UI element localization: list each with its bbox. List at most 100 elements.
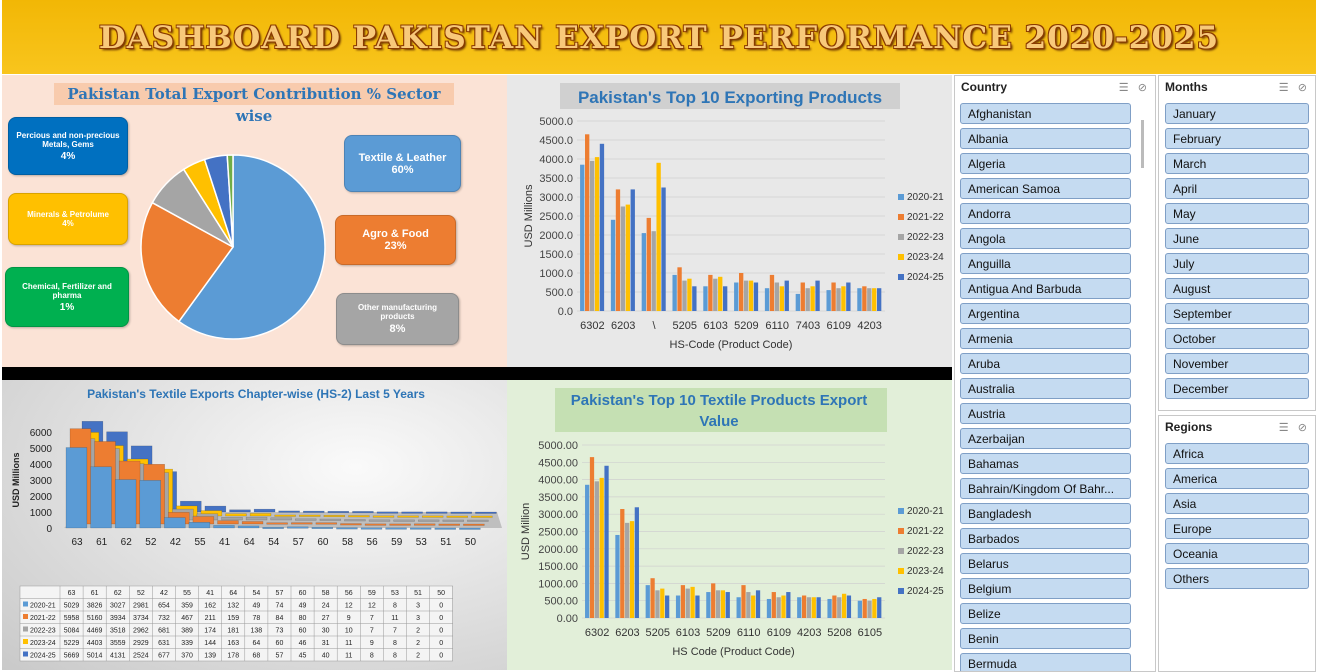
x-axis-title: HS-Code (Product Code) xyxy=(670,339,793,351)
slicer-item[interactable]: Bahamas xyxy=(960,453,1131,474)
bar-2021-22 xyxy=(831,282,836,311)
slicer-item[interactable]: Afghanistan xyxy=(960,103,1131,124)
y-tick-label: 2000.0 xyxy=(539,230,573,242)
slicer-item[interactable]: July xyxy=(1165,253,1309,274)
agro-box: Agro & Food 23% xyxy=(335,215,456,265)
bar-2021-22 xyxy=(585,134,590,311)
x-tick-label: 4203 xyxy=(857,320,881,332)
slicer-item[interactable]: Belgium xyxy=(960,578,1131,599)
table-row-label: 2024-25 xyxy=(30,653,56,660)
clear-filter-icon[interactable]: ⊘ xyxy=(1297,422,1307,434)
slicer-item[interactable]: Austria xyxy=(960,403,1131,424)
slicer-item[interactable]: September xyxy=(1165,303,1309,324)
months-slicer-icons: ☰ ⊘ xyxy=(1279,81,1307,94)
slicer-item[interactable]: Belize xyxy=(960,603,1131,624)
agro-value: 23% xyxy=(384,240,407,252)
bar-2020-21 xyxy=(336,527,358,530)
slicer-item[interactable]: December xyxy=(1165,378,1309,399)
table-header: 57 xyxy=(276,590,284,597)
slicer-item[interactable]: Belarus xyxy=(960,553,1131,574)
table-cell: 5229 xyxy=(64,640,80,647)
slicer-item[interactable]: Antigua And Barbuda xyxy=(960,278,1131,299)
table-cell: 132 xyxy=(227,603,239,610)
legend-label: 2022-23 xyxy=(907,232,944,243)
bar-2022-23 xyxy=(805,288,810,311)
slicer-item[interactable]: February xyxy=(1165,128,1309,149)
table-cell: 8 xyxy=(393,640,397,647)
table-cell: 45 xyxy=(299,653,307,660)
bar-2020-21 xyxy=(706,592,711,618)
slicer-item[interactable]: Oceania xyxy=(1165,543,1309,564)
slicer-item[interactable]: Argentina xyxy=(960,303,1131,324)
bar-2022-23 xyxy=(594,481,599,618)
bar-2024-25 xyxy=(753,282,759,311)
slicer-item[interactable]: Benin xyxy=(960,628,1131,649)
y-axis-title: USD Millions xyxy=(523,184,535,247)
legend-label: 2024-25 xyxy=(907,586,944,597)
bar-2022-23 xyxy=(589,160,595,311)
slicer-item[interactable]: Albania xyxy=(960,128,1131,149)
slicer-item[interactable]: Barbados xyxy=(960,528,1131,549)
agro-label: Agro & Food xyxy=(362,228,429,240)
bar-2020-21 xyxy=(675,595,681,618)
table-cell: 0 xyxy=(439,603,443,610)
slicer-item[interactable]: Anguilla xyxy=(960,253,1131,274)
y-tick-label: 4000.00 xyxy=(538,475,578,487)
bar-2021-22 xyxy=(620,509,625,618)
slicer-item[interactable]: Asia xyxy=(1165,493,1309,514)
slicer-item[interactable]: Andorra xyxy=(960,203,1131,224)
country-scrollbar[interactable] xyxy=(1141,120,1144,168)
bar-2021-22 xyxy=(589,457,595,618)
bar-2024-25 xyxy=(784,280,789,311)
metals-box: Percious and non-precious Metals, Gems 4… xyxy=(8,117,128,175)
slicer-item[interactable]: January xyxy=(1165,103,1309,124)
table-cell: 7 xyxy=(370,628,374,635)
x-tick-label: 64 xyxy=(244,537,256,548)
bar-2020-21 xyxy=(409,527,432,530)
bar-2020-21 xyxy=(580,164,585,311)
slicer-item[interactable]: Others xyxy=(1165,568,1309,589)
slicer-item[interactable]: June xyxy=(1165,228,1309,249)
multi-select-icon[interactable]: ☰ xyxy=(1118,82,1129,94)
bar-2022-23 xyxy=(442,519,464,522)
bar-2022-23 xyxy=(319,518,342,521)
bar-2024-25 xyxy=(303,510,325,513)
table-cell: 138 xyxy=(251,628,263,635)
slicer-item[interactable]: American Samoa xyxy=(960,178,1131,199)
slicer-item[interactable]: Aruba xyxy=(960,353,1131,374)
slicer-item[interactable]: Algeria xyxy=(960,153,1131,174)
table-cell: 2929 xyxy=(133,640,149,647)
legend-label: 2024-25 xyxy=(907,272,944,283)
y-tick-label: 4000 xyxy=(30,460,53,471)
bar-2020-21 xyxy=(360,527,383,530)
x-tick-label: 60 xyxy=(317,537,329,548)
clear-filter-icon[interactable]: ⊘ xyxy=(1137,82,1147,94)
slicer-item[interactable]: Bahrain/Kingdom Of Bahr... xyxy=(960,478,1131,499)
slicer-item[interactable]: March xyxy=(1165,153,1309,174)
bar-2023-24 xyxy=(594,157,600,311)
slicer-item[interactable]: May xyxy=(1165,203,1309,224)
slicer-item[interactable]: Angola xyxy=(960,228,1131,249)
slicer-item[interactable]: November xyxy=(1165,353,1309,374)
months-slicer: Months ☰ ⊘ January February March April May J… xyxy=(1158,75,1316,411)
slicer-item[interactable]: America xyxy=(1165,468,1309,489)
slicer-item[interactable]: Azerbaijan xyxy=(960,428,1131,449)
panel-divider xyxy=(2,367,952,380)
slicer-item[interactable]: October xyxy=(1165,328,1309,349)
multi-select-icon[interactable]: ☰ xyxy=(1278,82,1289,94)
multi-select-icon[interactable]: ☰ xyxy=(1278,422,1289,434)
slicer-item[interactable]: August xyxy=(1165,278,1309,299)
slicer-item[interactable]: Europe xyxy=(1165,518,1309,539)
clear-filter-icon[interactable]: ⊘ xyxy=(1297,82,1307,94)
dashboard-title: DASHBOARD PAKISTAN EXPORT PERFORMANCE 20… xyxy=(98,20,1220,56)
table-cell: 5160 xyxy=(87,615,103,622)
y-tick-label: 3500.00 xyxy=(538,492,578,504)
slicer-item[interactable]: Armenia xyxy=(960,328,1131,349)
slicer-item[interactable]: Bermuda xyxy=(960,653,1131,671)
table-cell: 4131 xyxy=(110,653,126,660)
slicer-item[interactable]: Bangladesh xyxy=(960,503,1131,524)
slicer-item[interactable]: Africa xyxy=(1165,443,1309,464)
slicer-item[interactable]: April xyxy=(1165,178,1309,199)
table-cell: 8 xyxy=(393,603,397,610)
slicer-item[interactable]: Australia xyxy=(960,378,1131,399)
